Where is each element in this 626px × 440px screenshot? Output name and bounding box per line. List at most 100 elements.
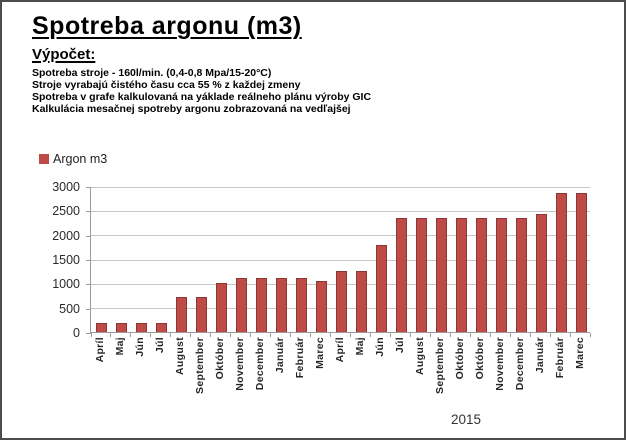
bar-maj-13 (355, 271, 367, 332)
bar-júl-15 (395, 218, 407, 332)
x-axis-category-label: Jún (134, 337, 146, 357)
bar-január-22 (535, 214, 547, 332)
bar-november-20 (495, 218, 507, 332)
bar-február-10 (295, 278, 307, 332)
x-axis-category-label: September (194, 337, 206, 394)
bar-október-6 (215, 283, 227, 332)
x-axis-tick (470, 333, 471, 337)
x-axis-tick (130, 333, 131, 337)
y-axis-tick-label: 3000 (52, 180, 80, 194)
x-axis-category-label: Február (554, 337, 566, 379)
x-axis-tick (550, 333, 551, 337)
x-axis-category-label: Január (534, 337, 546, 374)
x-axis-tick (390, 333, 391, 337)
x-axis-tick (250, 333, 251, 337)
x-axis-category-label: September (434, 337, 446, 394)
x-axis-tick (270, 333, 271, 337)
chart-legend: Argon m3 (39, 152, 107, 166)
note-line: Stroje vyrabajú čistého času cca 55 % z … (32, 79, 301, 91)
legend-series-label: Argon m3 (53, 152, 108, 166)
bar-október-18 (455, 218, 467, 332)
y-axis-tick (86, 187, 91, 188)
x-axis-category-label: Október (454, 337, 466, 380)
x-axis-category-label: Maj (354, 337, 366, 356)
calc-subtitle: Výpočet: (32, 46, 96, 63)
calc-notes: Spotreba stroje - 160l/min. (0,4-0,8 Mpa… (32, 67, 371, 115)
gridline (91, 210, 590, 212)
note-line: Kalkulácia mesačnej spotreby argonu zobr… (32, 103, 351, 115)
y-axis-tick (86, 211, 91, 213)
gridline (91, 187, 590, 188)
bar-jún-2 (135, 323, 147, 332)
x-axis-tick (430, 333, 431, 337)
bar-august-4 (175, 297, 187, 332)
legend-swatch-icon (39, 154, 49, 164)
x-axis-category-label: Marec (574, 337, 586, 369)
bar-december-21 (515, 218, 527, 332)
x-axis-category-label: Apríl (94, 337, 106, 363)
y-axis-tick (86, 284, 91, 286)
y-axis-tick-label: 2500 (52, 204, 80, 219)
page-header: Spotreba argonu (m3) Výpočet: Spotreba s… (32, 12, 371, 115)
x-axis-category-label: Jún (374, 337, 386, 357)
x-axis-tick (210, 333, 211, 337)
page-title: Spotreba argonu (m3) (32, 12, 302, 40)
x-axis-category-label: Marec (314, 337, 326, 369)
x-axis-category-label: November (234, 337, 246, 391)
x-axis-category-label: December (254, 337, 266, 391)
bar-január-9 (275, 278, 287, 332)
bar-september-5 (195, 297, 207, 332)
x-axis-category-label: Apríl (334, 337, 346, 363)
x-axis-tick (170, 333, 171, 337)
x-axis-category-label: Júl (154, 337, 166, 354)
bar-apríl-12 (335, 271, 347, 332)
bar-apríl-0 (95, 323, 107, 332)
y-axis-tick-label: 0 (73, 326, 80, 340)
x-axis-category-label: August (414, 337, 426, 375)
y-axis-tick-label: 2000 (52, 228, 80, 243)
bar-august-16 (415, 218, 427, 332)
x-axis-category-label: December (514, 337, 526, 391)
bar-maj-1 (115, 323, 127, 332)
x-axis-category-label: August (174, 337, 186, 375)
y-axis-tick (86, 235, 91, 237)
note-line: Spotreba v grafe kalkulovaná na yáklade … (32, 91, 372, 103)
y-axis-tick (86, 333, 91, 334)
x-axis-tick (91, 333, 92, 337)
x-axis-category-label: Január (274, 337, 286, 374)
x-axis-tick (510, 333, 511, 337)
bar-marec-11 (315, 281, 327, 332)
x-axis-tick (530, 333, 531, 337)
x-axis-tick (590, 333, 591, 337)
y-axis-tick-label: 1500 (52, 253, 80, 267)
bar-november-7 (235, 278, 247, 332)
bar-december-8 (255, 278, 267, 332)
x-axis-category-label: November (494, 337, 506, 391)
gridline (91, 259, 590, 261)
x-axis-tick (230, 333, 231, 337)
bar-marec-24 (575, 193, 587, 332)
gridline (91, 235, 590, 237)
x-axis-category-label: Október (214, 337, 226, 380)
x-axis-tick (410, 333, 411, 337)
x-axis-tick (190, 333, 191, 337)
note-line: Spotreba stroje - 160l/min. (0,4-0,8 Mpa… (32, 67, 272, 79)
bar-február-23 (555, 193, 567, 332)
x-axis-tick (310, 333, 311, 337)
x-axis-tick (370, 333, 371, 337)
x-axis-category-label: Október (474, 337, 486, 380)
x-axis-tick (450, 333, 451, 337)
x-axis-tick (490, 333, 491, 337)
y-axis-tick-label: 1000 (52, 277, 80, 292)
x-axis-tick (290, 333, 291, 337)
x-axis-category-label: Február (294, 337, 306, 379)
x-axis-category-label: Maj (114, 337, 126, 356)
x-axis-tick (110, 333, 111, 337)
plot-area (86, 187, 591, 337)
y-axis-tick (86, 308, 91, 310)
x-axis-tick (150, 333, 151, 337)
x-axis-tick (570, 333, 571, 337)
x-axis-year-label: 2015 (450, 412, 482, 427)
bar-júl-3 (155, 323, 167, 332)
